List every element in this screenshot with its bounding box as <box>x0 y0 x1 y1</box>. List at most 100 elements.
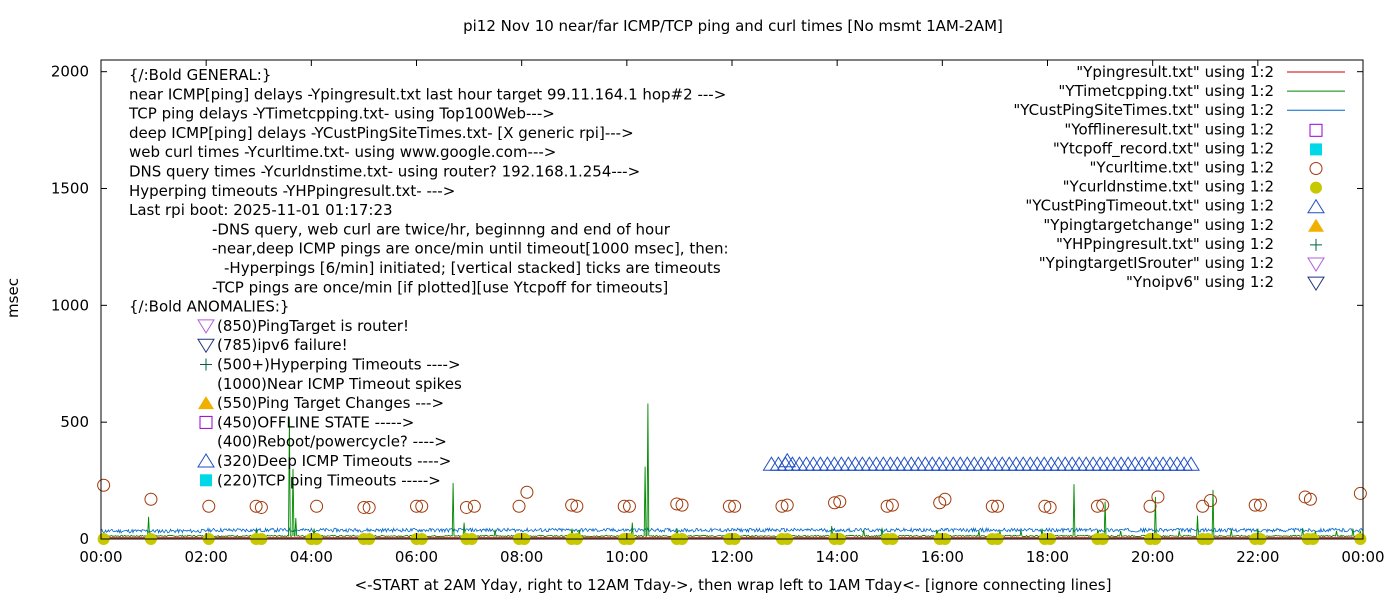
curl-time-point <box>512 499 526 513</box>
annotation-line: (850)PingTarget is router! <box>217 317 409 335</box>
curl-time-point <box>670 497 684 511</box>
annotation-line: (320)Deep ICMP Timeouts ----> <box>217 452 451 470</box>
curl-time-point <box>938 492 952 506</box>
curl-time-point <box>675 498 689 512</box>
curl-time-point <box>991 499 1005 513</box>
curl-time-point <box>728 499 742 513</box>
annotation-line: (450)OFFLINE STATE -----> <box>217 413 414 431</box>
x-tick-label: 22:00 <box>1236 548 1279 566</box>
annotation-line: TCP ping delays -YTimetcpping.txt- using… <box>128 105 555 123</box>
axis-ticks: 00:00 02:00 04:00 06:00 08:00 10:00 12:00 14:00… <box>51 60 1385 566</box>
legend-entry-label: "Ypingtargetchange" using 1:2 <box>1043 216 1274 234</box>
legend-marker-swatch <box>1308 218 1324 232</box>
legend-entry-label: "YTimetcpping.txt" using 1:2 <box>1058 82 1274 100</box>
legend-entry-label: "Ytcpoff_record.txt" using 1:2 <box>1053 139 1274 158</box>
x-tick-label: 12:00 <box>710 548 753 566</box>
legend-marker-swatch <box>1309 162 1323 175</box>
curl-time-point <box>780 498 794 512</box>
annotation-line: Hyperping timeouts -YHPpingresult.txt- -… <box>129 182 455 200</box>
curl-time-point <box>254 500 268 514</box>
legend-entry-label: "Ycurldnstime.txt" using 1:2 <box>1063 178 1274 196</box>
series-deep-icmp-line <box>100 526 1364 535</box>
legend-entry-label: "Yofflineresult.txt" using 1:2 <box>1064 120 1274 138</box>
curl-time-point <box>357 500 371 514</box>
x-tick-label: 06:00 <box>395 548 438 566</box>
y-tick-label: 500 <box>60 413 89 431</box>
curl-time-point <box>362 500 376 514</box>
y-tick-label: 0 <box>79 530 89 548</box>
curl-time-point <box>1038 499 1052 513</box>
annotation-legend-icon <box>200 474 212 487</box>
legend-entry-label: "Ynoipv6" using 1:2 <box>1126 273 1274 291</box>
deep-icmp-timeout-point <box>778 452 797 468</box>
annotation-legend-icon <box>199 415 213 429</box>
x-tick-label: 16:00 <box>921 548 964 566</box>
y-axis-label: msec <box>4 278 22 318</box>
annotation-block: {/:Bold GENERAL:}near ICMP[ping] delays … <box>128 66 729 489</box>
curl-time-point <box>722 499 736 513</box>
curl-time-point <box>1248 498 1262 512</box>
annotation-line: (400)Reboot/powercycle? ----> <box>217 433 447 451</box>
annotation-line: -Hyperpings [6/min] initiated; [vertical… <box>224 259 721 277</box>
annotation-legend-icon <box>197 453 215 468</box>
curl-time-point <box>1043 500 1057 514</box>
chart-title: pi12 Nov 10 near/far ICMP/TCP ping and c… <box>463 17 1003 35</box>
curl-time-point <box>622 499 636 513</box>
curl-time-point <box>202 499 216 513</box>
x-tick-label: 00:00 <box>79 548 122 566</box>
curl-time-point <box>310 499 324 513</box>
curl-time-point <box>1253 498 1267 512</box>
curl-time-point <box>97 478 111 492</box>
legend-marker-swatch <box>1307 257 1325 272</box>
y-tick-label: 1000 <box>51 296 89 314</box>
curl-time-point <box>570 499 584 513</box>
legend-entry-label: "Ycurltime.txt" using 1:2 <box>1089 159 1274 177</box>
annotation-line: near ICMP[ping] delays -Ypingresult.txt … <box>129 85 726 103</box>
annotation-line: -near,deep ICMP pings are once/min until… <box>212 240 729 258</box>
annotation-line: (550)Ping Target Changes ---> <box>217 394 444 412</box>
legend-marker-swatch <box>1310 181 1322 194</box>
legend-marker-swatch <box>1309 123 1323 137</box>
legend-marker-swatch <box>1307 198 1325 214</box>
curl-time-point <box>985 499 999 513</box>
legend-marker-swatch <box>1310 143 1322 156</box>
legend-entry-label: "YCustPingTimeout.txt" using 1:2 <box>1025 197 1274 215</box>
annotation-line: (500+)Hyperping Timeouts ----> <box>217 356 461 374</box>
curl-time-point <box>1143 499 1157 513</box>
annotation-line: -TCP pings are once/min [if plotted][use… <box>212 278 668 296</box>
x-tick-label: 04:00 <box>290 548 333 566</box>
x-tick-label: 10:00 <box>605 548 648 566</box>
annotation-line: (1000)Near ICMP Timeout spikes <box>217 375 462 393</box>
annotation-line: -DNS query, web curl are twice/hr, begin… <box>212 220 671 238</box>
curl-time-point <box>885 498 899 512</box>
annotation-legend-icon <box>198 396 214 410</box>
y-tick-label: 2000 <box>51 63 89 81</box>
x-tick-label: 00:00 <box>1341 548 1384 566</box>
y-tick-label: 1500 <box>51 180 89 198</box>
curl-time-point <box>467 499 481 513</box>
legend-marker-swatch <box>1310 238 1322 251</box>
legend-entry-label: "YpingtargetISrouter" using 1:2 <box>1039 254 1274 272</box>
legend: "Ypingresult.txt" using 1:2"YTimetcpping… <box>1013 63 1345 291</box>
curl-time-point <box>144 492 158 506</box>
legend-entry-label: "YCustPingSiteTimes.txt" using 1:2 <box>1013 101 1274 119</box>
curl-time-point <box>1090 499 1104 513</box>
curl-time-point <box>1353 486 1367 500</box>
x-tick-label: 02:00 <box>185 548 228 566</box>
curl-time-point <box>1204 493 1218 507</box>
curl-time-point <box>617 499 631 513</box>
x-tick-label: 08:00 <box>500 548 543 566</box>
annotation-legend-icon <box>197 319 215 334</box>
x-tick-label: 20:00 <box>1131 548 1174 566</box>
annotation-line: Last rpi boot: 2025-11-01 01:17:23 <box>129 201 393 219</box>
annotation-legend-icon <box>197 338 215 354</box>
annotation-legend-icon <box>200 358 212 371</box>
legend-marker-swatch <box>1307 276 1325 292</box>
curl-time-point <box>410 499 423 513</box>
annotation-line: web curl times -Ycurltime.txt- using www… <box>129 143 556 161</box>
curl-time-point <box>565 498 579 512</box>
x-tick-label: 14:00 <box>816 548 859 566</box>
legend-entry-label: "Ypingresult.txt" using 1:2 <box>1076 63 1274 81</box>
deep-icmp-timeout-point <box>1182 456 1200 471</box>
